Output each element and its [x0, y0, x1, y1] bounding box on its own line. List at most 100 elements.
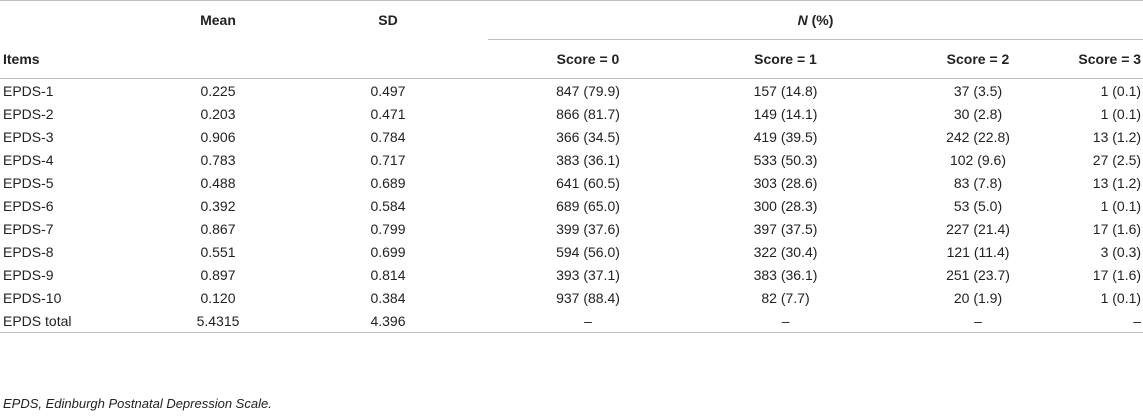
cell-mean: 0.392 — [200, 197, 236, 214]
cell-score-1: 157 (14.8) — [753, 82, 818, 99]
cell-mean: 0.551 — [200, 243, 236, 260]
cell-mean: 0.488 — [200, 174, 236, 191]
cell-score-2: 121 (11.4) — [946, 243, 1010, 260]
header-n-percent: N (%) — [488, 0, 1143, 40]
cell-sd: 0.814 — [370, 266, 406, 283]
cell-score-3: 13 (1.2) — [1092, 128, 1142, 145]
data-table-container: Mean SD N (%) Items Score = 0 Score = 1 … — [0, 0, 1143, 333]
cell-mean: 0.203 — [200, 105, 236, 122]
cell-score-2: 53 (5.0) — [953, 197, 1003, 214]
header-score-3: Score = 3 — [1073, 39, 1143, 79]
header-pct-label: (%) — [807, 12, 834, 28]
cell-score-1: – — [688, 309, 883, 333]
cell-score-0: 937 (88.4) — [556, 289, 620, 306]
cell-score-1: 419 (39.5) — [753, 128, 818, 145]
cell-item: EPDS-1 — [3, 82, 54, 99]
header-mean: Mean — [200, 12, 236, 29]
table-footnote: EPDS, Edinburgh Postnatal Depression Sca… — [3, 396, 272, 411]
cell-score-1: 300 (28.3) — [753, 197, 818, 214]
cell-score-3: – — [1073, 309, 1143, 333]
table-row: EPDS-2 0.203 0.471 866 (81.7) 149 (14.1)… — [0, 102, 1143, 125]
cell-score-3: 17 (1.6) — [1092, 220, 1142, 237]
cell-item: EPDS-7 — [3, 220, 54, 237]
header-blank — [0, 1, 148, 40]
cell-sd: 0.784 — [370, 128, 406, 145]
table-row: EPDS-3 0.906 0.784 366 (34.5) 419 (39.5)… — [0, 125, 1143, 148]
table-row: EPDS-7 0.867 0.799 399 (37.6) 397 (37.5)… — [0, 217, 1143, 240]
cell-item: EPDS-9 — [3, 266, 54, 283]
cell-score-2: 251 (23.7) — [946, 266, 1010, 283]
cell-score-0: 393 (37.1) — [556, 266, 620, 283]
cell-mean: 0.225 — [200, 82, 236, 99]
epds-table: Mean SD N (%) Items Score = 0 Score = 1 … — [0, 0, 1143, 333]
cell-score-0: 366 (34.5) — [556, 128, 620, 145]
header-blank-sd — [288, 39, 488, 79]
cell-score-0: 399 (37.6) — [556, 220, 620, 237]
cell-score-3: 1 (0.1) — [1100, 197, 1142, 214]
cell-score-2: 102 (9.6) — [949, 151, 1007, 168]
cell-mean: 0.906 — [200, 128, 236, 145]
cell-score-1: 82 (7.7) — [761, 289, 810, 306]
cell-item: EPDS-5 — [3, 174, 54, 191]
cell-sd: 4.396 — [288, 309, 488, 333]
cell-score-2: 30 (2.8) — [953, 105, 1003, 122]
cell-mean: 0.783 — [200, 151, 236, 168]
cell-score-0: – — [488, 309, 688, 333]
cell-score-2: – — [883, 309, 1073, 333]
cell-sd: 0.384 — [370, 289, 406, 306]
cell-score-0: 847 (79.9) — [556, 82, 620, 99]
cell-score-1: 533 (50.3) — [753, 151, 818, 168]
cell-score-1: 303 (28.6) — [753, 174, 818, 191]
cell-mean: 0.867 — [200, 220, 236, 237]
cell-item: EPDS-3 — [3, 128, 54, 145]
header-score-0: Score = 0 — [488, 39, 688, 79]
table-row: EPDS-9 0.897 0.814 393 (37.1) 383 (36.1)… — [0, 263, 1143, 286]
header-row-2: Items Score = 0 Score = 1 Score = 2 Scor… — [0, 39, 1143, 79]
cell-item: EPDS-6 — [3, 197, 54, 214]
table-row: EPDS-4 0.783 0.717 383 (36.1) 533 (50.3)… — [0, 148, 1143, 171]
cell-score-0: 866 (81.7) — [556, 105, 620, 122]
cell-item: EPDS-10 — [3, 289, 62, 306]
cell-score-3: 17 (1.6) — [1092, 266, 1142, 283]
cell-score-2: 83 (7.8) — [953, 174, 1003, 191]
cell-score-3: 27 (2.5) — [1092, 151, 1142, 168]
cell-score-3: 1 (0.1) — [1100, 82, 1142, 99]
cell-score-3: 13 (1.2) — [1092, 174, 1142, 191]
table-row: EPDS-1 0.225 0.497 847 (79.9) 157 (14.8)… — [0, 79, 1143, 103]
table-row: EPDS-8 0.551 0.699 594 (56.0) 322 (30.4)… — [0, 240, 1143, 263]
header-blank-mean — [148, 39, 288, 79]
cell-score-1: 149 (14.1) — [753, 105, 818, 122]
cell-score-2: 227 (21.4) — [946, 220, 1010, 237]
cell-score-0: 383 (36.1) — [556, 151, 620, 168]
cell-score-1: 383 (36.1) — [753, 266, 818, 283]
table-body: EPDS-1 0.225 0.497 847 (79.9) 157 (14.8)… — [0, 79, 1143, 333]
cell-score-0: 594 (56.0) — [556, 243, 620, 260]
cell-score-0: 641 (60.5) — [556, 174, 620, 191]
table-row: EPDS-6 0.392 0.584 689 (65.0) 300 (28.3)… — [0, 194, 1143, 217]
cell-item: EPDS total — [0, 309, 148, 333]
cell-score-3: 1 (0.1) — [1100, 105, 1142, 122]
header-n-label: N — [797, 12, 808, 28]
table-row: EPDS-10 0.120 0.384 937 (88.4) 82 (7.7) … — [0, 286, 1143, 309]
cell-mean: 5.4315 — [148, 309, 288, 333]
header-sd: SD — [378, 12, 398, 29]
table-row: EPDS-5 0.488 0.689 641 (60.5) 303 (28.6)… — [0, 171, 1143, 194]
cell-mean: 0.897 — [200, 266, 236, 283]
cell-score-3: 1 (0.1) — [1100, 289, 1142, 306]
header-score-2: Score = 2 — [883, 39, 1073, 79]
cell-item: EPDS-8 — [3, 243, 54, 260]
cell-sd: 0.699 — [370, 243, 406, 260]
header-score-1: Score = 1 — [688, 39, 883, 79]
header-items: Items — [0, 39, 148, 79]
cell-item: EPDS-2 — [3, 105, 54, 122]
cell-score-2: 37 (3.5) — [953, 82, 1003, 99]
cell-sd: 0.584 — [370, 197, 406, 214]
cell-score-3: 3 (0.3) — [1100, 243, 1142, 260]
header-row-1: Mean SD N (%) — [0, 0, 1143, 40]
cell-score-1: 322 (30.4) — [753, 243, 818, 260]
cell-sd: 0.689 — [370, 174, 406, 191]
cell-mean: 0.120 — [200, 289, 236, 306]
cell-score-2: 20 (1.9) — [953, 289, 1003, 306]
cell-score-1: 397 (37.5) — [753, 220, 818, 237]
cell-sd: 0.799 — [370, 220, 406, 237]
